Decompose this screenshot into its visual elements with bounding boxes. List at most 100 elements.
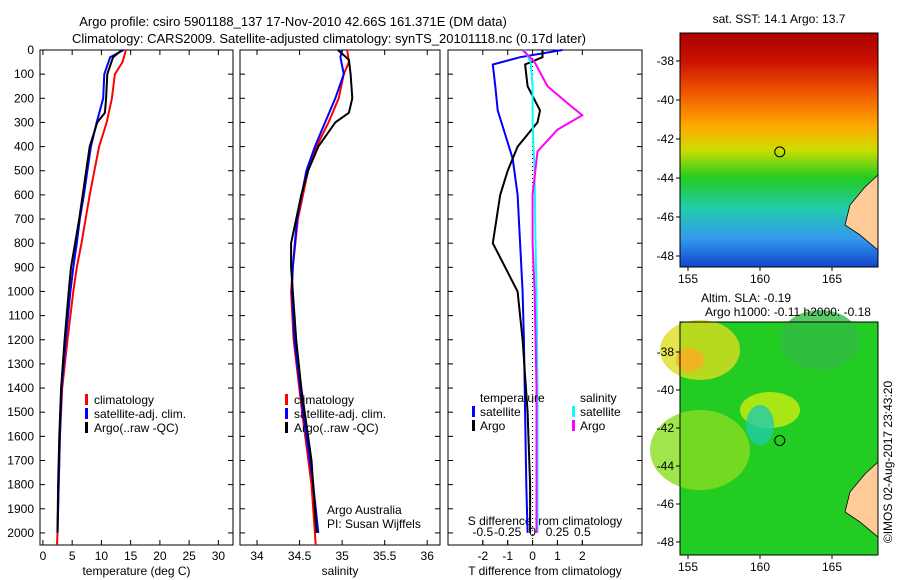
y-tick-label: -44 bbox=[657, 171, 675, 185]
map-frame bbox=[679, 32, 879, 268]
y-tick-label: -40 bbox=[657, 93, 675, 107]
y-tick-label: -46 bbox=[657, 497, 675, 511]
series-line-satellite-adj-clim- bbox=[56, 49, 125, 533]
y-tick-label: 700 bbox=[14, 212, 34, 226]
y-tick-label: 1200 bbox=[7, 333, 34, 347]
credit-text: ©IMOS 02-Aug-2017 23:43:20 bbox=[881, 381, 895, 544]
x-tick-label: 165 bbox=[822, 560, 842, 574]
series-line-s-satellite bbox=[523, 49, 539, 533]
x-tick-label: 36 bbox=[421, 549, 435, 563]
x-tick-label: 10 bbox=[95, 549, 109, 563]
x-tick-label: -1 bbox=[502, 549, 513, 563]
sla-anomaly bbox=[650, 410, 750, 490]
legend-swatch bbox=[472, 406, 475, 417]
legend-label: Argo(..raw -QC) bbox=[294, 421, 379, 435]
legend-swatch bbox=[472, 420, 475, 431]
legend-label: satellite-adj. clim. bbox=[294, 407, 386, 421]
legend-label: Argo(..raw -QC) bbox=[94, 421, 179, 435]
x-tick-label: 35.5 bbox=[373, 549, 397, 563]
x-axis-label: salinity bbox=[322, 564, 359, 578]
y-tick-label: 1700 bbox=[7, 453, 34, 467]
x-tick-label: 15 bbox=[124, 549, 138, 563]
legend-label: Argo bbox=[580, 419, 606, 433]
x2-tick-label: 0.5 bbox=[574, 525, 591, 539]
x2-tick-label: -0.25 bbox=[494, 525, 522, 539]
x2-tick-label: 0.25 bbox=[546, 525, 570, 539]
y-tick-label: 1800 bbox=[7, 478, 34, 492]
x-tick-label: 155 bbox=[678, 560, 698, 574]
y-tick-label: -40 bbox=[657, 383, 675, 397]
title-line-2: Climatology: CARS2009. Satellite-adjuste… bbox=[72, 31, 586, 46]
legend-swatch bbox=[85, 394, 88, 405]
y-tick-label: 1300 bbox=[7, 357, 34, 371]
map-title-line-1: Altim. SLA: -0.19 bbox=[701, 291, 791, 305]
plot-frame bbox=[447, 49, 643, 546]
y-tick-label: 1900 bbox=[7, 502, 34, 516]
x2-tick-label: -0.5 bbox=[472, 525, 493, 539]
x-tick-label: 1 bbox=[554, 549, 561, 563]
y-tick-label: -38 bbox=[657, 345, 675, 359]
y-tick-label: 600 bbox=[14, 188, 34, 202]
legend-label: Argo bbox=[480, 419, 506, 433]
series-line-climatology bbox=[290, 49, 350, 546]
annotation-text: PI: Susan Wijffels bbox=[327, 517, 421, 531]
legend-label: climatology bbox=[94, 393, 154, 407]
legend-swatch bbox=[85, 408, 88, 419]
annotation-text: Argo Australia bbox=[327, 503, 402, 517]
series-line-t-argo bbox=[491, 50, 544, 533]
x-tick-label: 5 bbox=[69, 549, 76, 563]
series-line-s-argo bbox=[521, 49, 585, 533]
legend-swatch bbox=[285, 394, 288, 405]
y-tick-label: 1000 bbox=[7, 284, 34, 298]
x-tick-label: 160 bbox=[750, 560, 770, 574]
legend-label: satellite bbox=[580, 405, 621, 419]
legend-swatch bbox=[572, 420, 575, 431]
panel-temperature: 0100200300400500600700800900100011001200… bbox=[7, 43, 234, 578]
x-tick-label: 160 bbox=[750, 272, 770, 286]
sst-field bbox=[680, 33, 878, 267]
x-axis-label: temperature (deg C) bbox=[82, 564, 190, 578]
series-line-argo-raw-qc- bbox=[56, 49, 123, 533]
profile-location-marker bbox=[774, 146, 786, 158]
y-tick-label: 300 bbox=[14, 115, 34, 129]
map-title-line-2: Argo h1000: -0.11 h2000: -0.18 bbox=[705, 305, 871, 319]
legend-label: satellite bbox=[480, 405, 521, 419]
x-tick-label: 155 bbox=[678, 272, 698, 286]
y-tick-label: 1100 bbox=[8, 309, 34, 323]
y-tick-label: -48 bbox=[657, 535, 675, 549]
y-tick-label: -46 bbox=[657, 210, 675, 224]
series-line-argo-raw-qc- bbox=[290, 49, 354, 533]
legend-title: salinity bbox=[580, 391, 617, 405]
legend-label: climatology bbox=[294, 393, 354, 407]
title-line-1: Argo profile: csiro 5901188_137 17-Nov-2… bbox=[79, 14, 507, 29]
x-tick-label: 165 bbox=[822, 272, 842, 286]
x-axis-label: T difference from climatology bbox=[468, 564, 622, 578]
y-tick-label: -44 bbox=[657, 459, 675, 473]
sla-anomaly bbox=[780, 310, 860, 370]
y-tick-label: 900 bbox=[14, 260, 34, 274]
y-tick-label: 400 bbox=[14, 140, 34, 154]
x-tick-label: 0 bbox=[529, 549, 536, 563]
y-tick-label: -48 bbox=[657, 249, 675, 263]
y-tick-label: -42 bbox=[657, 132, 675, 146]
legend-title: temperature bbox=[480, 391, 545, 405]
y-tick-label: 0 bbox=[27, 43, 34, 57]
x-tick-label: 25 bbox=[182, 549, 196, 563]
y-tick-label: 800 bbox=[14, 236, 34, 250]
legend-swatch bbox=[285, 422, 288, 433]
legend-swatch bbox=[85, 422, 88, 433]
y-tick-label: 100 bbox=[14, 67, 34, 81]
legend-swatch bbox=[572, 406, 575, 417]
x-tick-label: 35 bbox=[335, 549, 349, 563]
sla-anomaly bbox=[746, 405, 774, 445]
y-tick-label: 1500 bbox=[7, 405, 34, 419]
sla-anomaly bbox=[676, 348, 704, 372]
panel-difference: -2 -1 0 1 2T difference from climatology -0.5… bbox=[447, 49, 643, 578]
plot-frame bbox=[39, 49, 234, 546]
profile-location-marker bbox=[774, 435, 786, 447]
x-tick-label: 2 bbox=[579, 549, 586, 563]
x2-tick-label: 0 bbox=[529, 525, 536, 539]
